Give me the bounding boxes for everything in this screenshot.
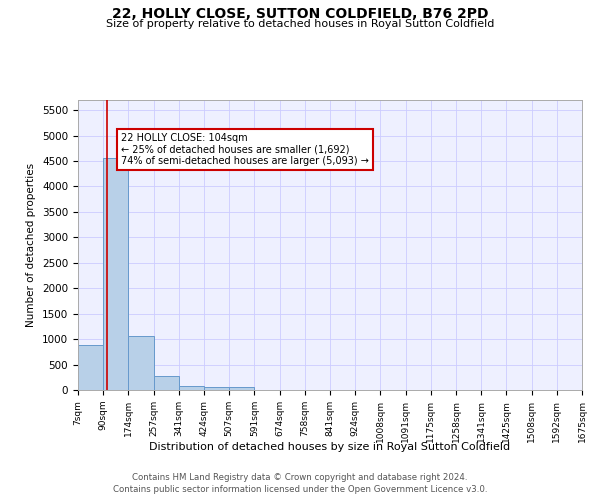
Text: Size of property relative to detached houses in Royal Sutton Coldfield: Size of property relative to detached ho…: [106, 19, 494, 29]
Text: Contains public sector information licensed under the Open Government Licence v3: Contains public sector information licen…: [113, 485, 487, 494]
Text: Contains HM Land Registry data © Crown copyright and database right 2024.: Contains HM Land Registry data © Crown c…: [132, 472, 468, 482]
Bar: [78, 345, 103, 390]
Bar: [179, 386, 204, 390]
Bar: [204, 386, 229, 390]
Bar: [103, 158, 128, 390]
Y-axis label: Number of detached properties: Number of detached properties: [26, 163, 37, 327]
Text: 22 HOLLY CLOSE: 104sqm
← 25% of detached houses are smaller (1,692)
74% of semi-: 22 HOLLY CLOSE: 104sqm ← 25% of detached…: [121, 133, 369, 166]
Bar: [128, 336, 154, 390]
Text: Distribution of detached houses by size in Royal Sutton Coldfield: Distribution of detached houses by size …: [149, 442, 511, 452]
Bar: [229, 387, 254, 390]
Text: 22, HOLLY CLOSE, SUTTON COLDFIELD, B76 2PD: 22, HOLLY CLOSE, SUTTON COLDFIELD, B76 2…: [112, 8, 488, 22]
Bar: [154, 376, 179, 390]
